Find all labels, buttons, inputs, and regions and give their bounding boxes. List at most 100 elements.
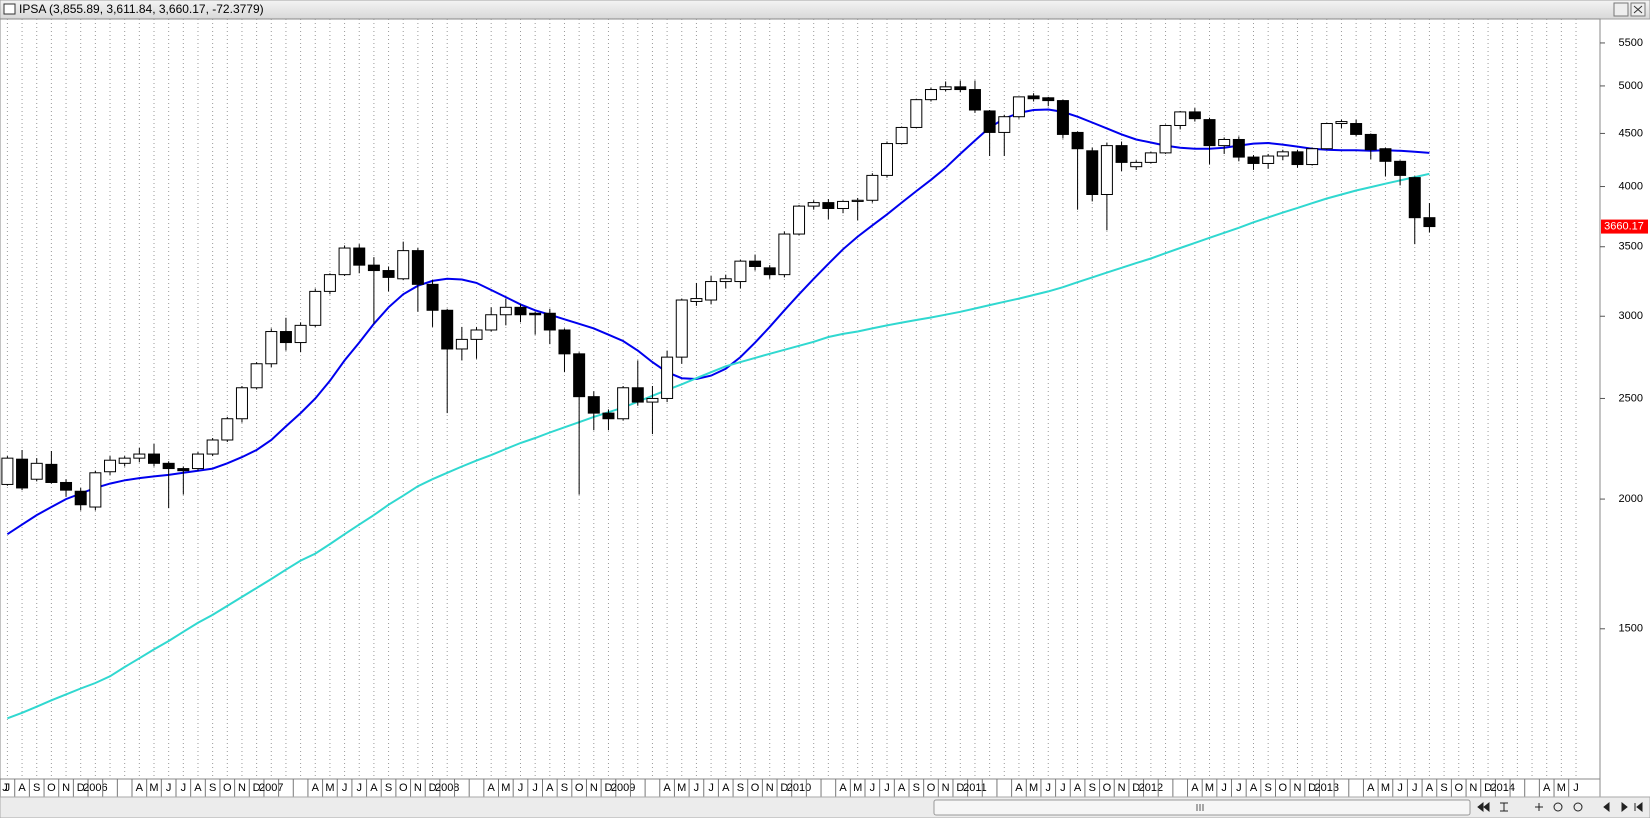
candle-body (1232, 138, 1245, 158)
x-tick-label: J (1412, 782, 1418, 794)
x-tick-label: A (194, 782, 202, 794)
nav-add[interactable] (1535, 803, 1543, 811)
nav-rewind[interactable] (1477, 801, 1490, 813)
moving-average-line (6, 108, 1430, 536)
x-tick-label: A (722, 782, 730, 794)
x-tick-label: A (546, 782, 554, 794)
x-tick-label: J (2, 782, 8, 794)
x-tick-label: O (399, 782, 408, 794)
candles (1, 80, 1436, 511)
x-tick-label: 2014 (1490, 782, 1514, 794)
candle-body (778, 233, 791, 276)
x-tick-label: O (47, 782, 56, 794)
x-tick-label: S (561, 782, 568, 794)
y-tick-label: 4000 (1619, 180, 1643, 192)
candle-body (1203, 119, 1216, 147)
x-tick-label: S (1089, 782, 1096, 794)
x-tick-label: D (1484, 782, 1492, 794)
y-tick-label: 5000 (1619, 80, 1643, 92)
x-tick-label: A (1543, 782, 1551, 794)
candle-body (499, 306, 512, 316)
candle-body (265, 331, 278, 365)
x-tick-label: M (501, 782, 510, 794)
candle-body (133, 453, 146, 459)
x-tick-label: N (766, 782, 774, 794)
x-tick-label: 2009 (611, 782, 635, 794)
x-tick-label: N (62, 782, 70, 794)
candle-body (1056, 100, 1069, 135)
x-tick-label: A (663, 782, 671, 794)
x-tick-label: D (253, 782, 261, 794)
scrollbar-thumb[interactable] (933, 799, 1471, 816)
y-tick-label: 3000 (1619, 310, 1643, 322)
candle-body (1159, 124, 1172, 154)
candle-body (910, 99, 923, 128)
x-tick-label: M (1381, 782, 1390, 794)
x-tick-label: S (209, 782, 216, 794)
candle-body (89, 472, 102, 508)
x-tick-label: O (751, 782, 760, 794)
x-tick-label: O (1103, 782, 1112, 794)
candle-body (382, 270, 395, 278)
candle-body (309, 290, 322, 326)
candle-body (104, 459, 117, 473)
candle-body (148, 453, 160, 464)
candle-body (441, 309, 454, 350)
overlay-lines (6, 108, 1430, 720)
x-tick-label: M (1205, 782, 1214, 794)
candle-body (617, 387, 630, 420)
candle-body (1218, 138, 1231, 147)
x-tick-label: D (604, 782, 612, 794)
x-tick-label: J (870, 782, 876, 794)
x-tick-label: D (429, 782, 437, 794)
nav-fit[interactable] (1500, 802, 1508, 812)
x-tick-label: N (1469, 782, 1477, 794)
candle-body (529, 312, 542, 316)
candle-body (837, 200, 850, 209)
x-tick-label: 2006 (83, 782, 107, 794)
x-tick-label: O (1454, 782, 1463, 794)
candle-body (646, 397, 659, 403)
candle-body (1086, 150, 1099, 195)
x-tick-label: D (956, 782, 964, 794)
candle-body (1306, 148, 1319, 166)
candle-body (1262, 155, 1275, 164)
x-tick-label: A (1367, 782, 1375, 794)
grid (6, 19, 1577, 779)
candle-body (573, 353, 586, 398)
restore-button[interactable] (1613, 2, 1629, 17)
candle-body (1320, 123, 1333, 150)
zoom-in[interactable] (1573, 802, 1583, 812)
x-tick-label: N (414, 782, 422, 794)
candle-body (411, 250, 424, 285)
x-tick-label: J (342, 782, 348, 794)
x-tick-label: N (238, 782, 246, 794)
candle-body (983, 110, 996, 133)
candle-body (353, 247, 366, 266)
candle-body (1394, 160, 1407, 176)
x-tick-label: M (853, 782, 862, 794)
x-tick-label: S (385, 782, 392, 794)
candle-body (1130, 161, 1143, 168)
nav-left[interactable] (1603, 801, 1610, 813)
candle-body (690, 298, 703, 302)
candle-body (221, 418, 234, 441)
zoom-out[interactable] (1553, 802, 1563, 812)
window-icon (3, 3, 16, 15)
candle-body (206, 439, 219, 455)
candle-body (279, 331, 292, 344)
candle-body (1144, 152, 1157, 163)
candle-body (1071, 131, 1084, 150)
candle-body (367, 264, 380, 272)
candle-body (1027, 95, 1040, 100)
candle-body (1408, 177, 1421, 219)
nav-end[interactable] (1634, 801, 1643, 813)
x-tick-label: J (708, 782, 714, 794)
x-tick-label: J (1397, 782, 1403, 794)
nav-right[interactable] (1621, 801, 1628, 813)
x-tick-label: A (370, 782, 378, 794)
x-tick-label: M (1557, 782, 1566, 794)
x-tick-label: N (590, 782, 598, 794)
candle-body (323, 274, 336, 292)
